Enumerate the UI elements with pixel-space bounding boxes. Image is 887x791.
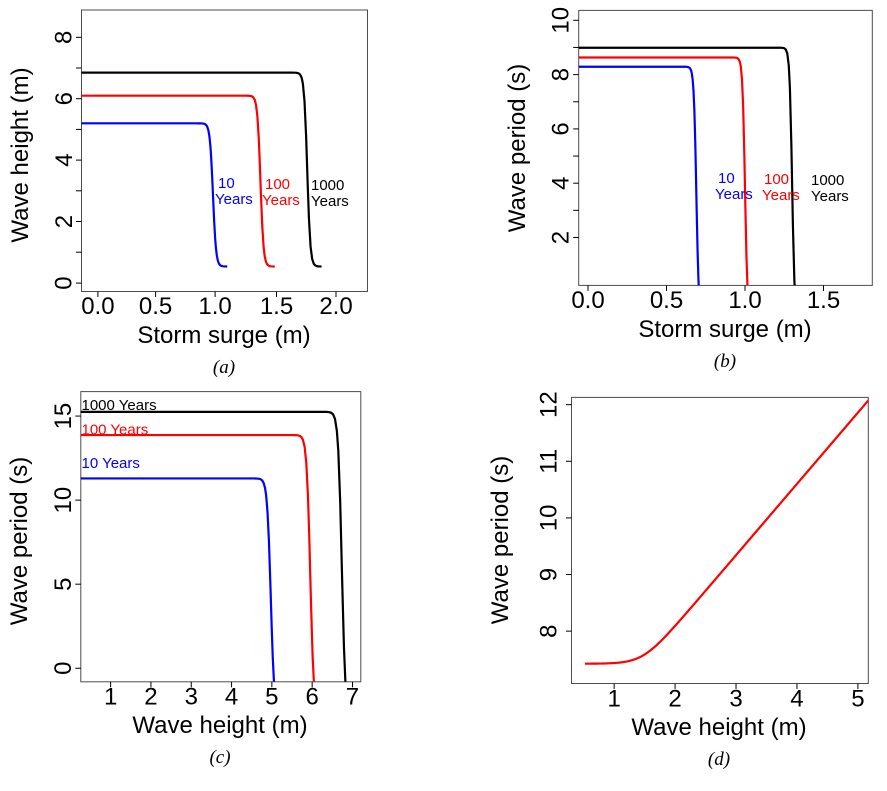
svg-text:(b): (b) (714, 351, 736, 372)
svg-text:Years: Years (715, 186, 753, 203)
svg-text:2: 2 (144, 683, 157, 710)
svg-text:1000: 1000 (811, 172, 844, 189)
svg-text:1.5: 1.5 (260, 293, 293, 320)
svg-text:0.0: 0.0 (81, 293, 114, 320)
svg-text:Wave height (m): Wave height (m) (631, 714, 806, 741)
svg-text:10: 10 (50, 487, 77, 514)
svg-text:2: 2 (51, 215, 78, 228)
svg-text:4: 4 (548, 177, 575, 190)
svg-text:6: 6 (305, 683, 318, 710)
svg-text:100: 100 (265, 176, 290, 193)
svg-text:6: 6 (548, 122, 575, 135)
svg-text:0.5: 0.5 (650, 287, 683, 314)
svg-text:Wave period (s): Wave period (s) (6, 457, 33, 626)
svg-text:8: 8 (51, 31, 78, 44)
svg-text:10 Years: 10 Years (82, 455, 140, 472)
svg-text:10: 10 (536, 505, 563, 532)
svg-text:Storm surge (m): Storm surge (m) (638, 316, 811, 343)
svg-text:2.0: 2.0 (319, 293, 352, 320)
svg-text:Years: Years (762, 187, 800, 204)
svg-text:1: 1 (607, 686, 620, 713)
svg-text:5: 5 (265, 683, 278, 710)
svg-text:6: 6 (51, 92, 78, 105)
svg-text:100: 100 (764, 171, 789, 188)
svg-text:10: 10 (548, 7, 575, 34)
svg-text:5: 5 (851, 686, 864, 713)
svg-text:0.5: 0.5 (139, 293, 172, 320)
svg-text:(c): (c) (209, 747, 230, 768)
svg-text:8: 8 (536, 624, 563, 637)
svg-text:1.0: 1.0 (198, 293, 231, 320)
svg-text:(a): (a) (213, 357, 235, 378)
svg-text:7: 7 (346, 683, 359, 710)
svg-text:Wave period (s): Wave period (s) (487, 456, 514, 625)
svg-text:12: 12 (536, 391, 563, 418)
svg-text:0.0: 0.0 (571, 287, 604, 314)
svg-text:Wave period (s): Wave period (s) (504, 64, 531, 233)
svg-text:3: 3 (729, 686, 742, 713)
svg-text:4: 4 (225, 683, 238, 710)
svg-text:1.5: 1.5 (807, 287, 840, 314)
svg-text:4: 4 (51, 153, 78, 166)
svg-text:100 Years: 100 Years (82, 422, 149, 439)
svg-text:1000: 1000 (311, 177, 344, 194)
svg-text:2: 2 (668, 686, 681, 713)
svg-text:Years: Years (215, 191, 253, 208)
svg-text:9: 9 (536, 568, 563, 581)
svg-text:Storm surge (m): Storm surge (m) (137, 322, 310, 349)
svg-text:5: 5 (50, 578, 77, 591)
svg-text:0: 0 (50, 662, 77, 675)
svg-text:Years: Years (311, 193, 349, 210)
svg-text:Years: Years (262, 192, 300, 209)
svg-text:3: 3 (185, 683, 198, 710)
svg-text:2: 2 (548, 231, 575, 244)
svg-text:Wave height (m): Wave height (m) (7, 67, 34, 242)
svg-text:0: 0 (51, 276, 78, 289)
svg-text:1: 1 (104, 683, 117, 710)
svg-text:11: 11 (536, 449, 563, 474)
svg-text:Wave height (m): Wave height (m) (132, 712, 307, 739)
svg-text:15: 15 (50, 403, 77, 430)
svg-text:10: 10 (218, 175, 235, 192)
svg-text:1000 Years: 1000 Years (82, 397, 157, 414)
svg-text:(d): (d) (708, 749, 730, 770)
svg-text:10: 10 (718, 170, 735, 187)
svg-text:Years: Years (811, 188, 849, 205)
svg-text:8: 8 (548, 68, 575, 81)
svg-text:1.0: 1.0 (728, 287, 761, 314)
svg-text:4: 4 (790, 686, 803, 713)
